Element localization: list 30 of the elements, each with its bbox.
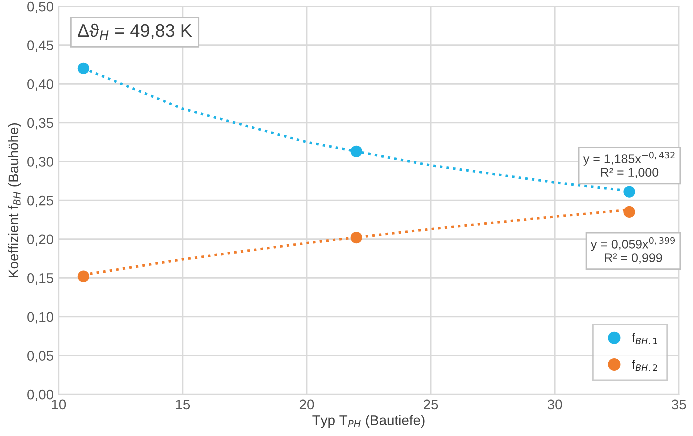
point — [78, 62, 90, 74]
y-axis-title: Koeffizient f$_{BH}$ (Bauhöhe) — [8, 124, 22, 278]
y-tick-label: 0,35 — [28, 118, 54, 130]
y-tick-label: 0,25 — [28, 196, 54, 208]
point — [624, 206, 636, 218]
y-tick-label: 0,40 — [28, 79, 54, 91]
point — [624, 186, 636, 198]
legend-label: f$_{BH.2}$ — [632, 360, 658, 372]
x-tick-label: 10 — [52, 400, 66, 410]
x-tick-label: 30 — [548, 400, 562, 410]
y-tick-label: 0,30 — [28, 157, 54, 169]
legend-label: f$_{BH.1}$ — [632, 333, 658, 344]
y-tick-label: 0,10 — [28, 312, 54, 324]
annotation: Δϑ$_{H}$ = 49,83 K — [78, 24, 192, 40]
x-tick-label: 15 — [176, 400, 190, 410]
x-tick-label: 20 — [300, 400, 314, 410]
annotation: y = 0,059x$^{0,399}$ R² = 0,999 — [590, 237, 675, 264]
y-tick-label: 0,45 — [28, 40, 54, 52]
y-tick-label: 0,05 — [28, 351, 54, 363]
y-tick-label: 0,50 — [28, 2, 54, 14]
y-tick-label: 0,15 — [28, 274, 54, 285]
point — [350, 146, 362, 158]
point — [350, 232, 362, 244]
y-tick-label: 0,00 — [28, 390, 54, 402]
annotation: y = 1,185x$^{−0,432}$ R² = 1,000 — [583, 152, 675, 179]
x-axis-title: Typ T$_{PH}$ (Bautiefe) — [312, 415, 425, 428]
x-tick-label: 35 — [672, 400, 686, 410]
point — [78, 270, 90, 282]
y-tick-label: 0,20 — [28, 234, 54, 246]
x-tick-label: 25 — [424, 400, 438, 410]
